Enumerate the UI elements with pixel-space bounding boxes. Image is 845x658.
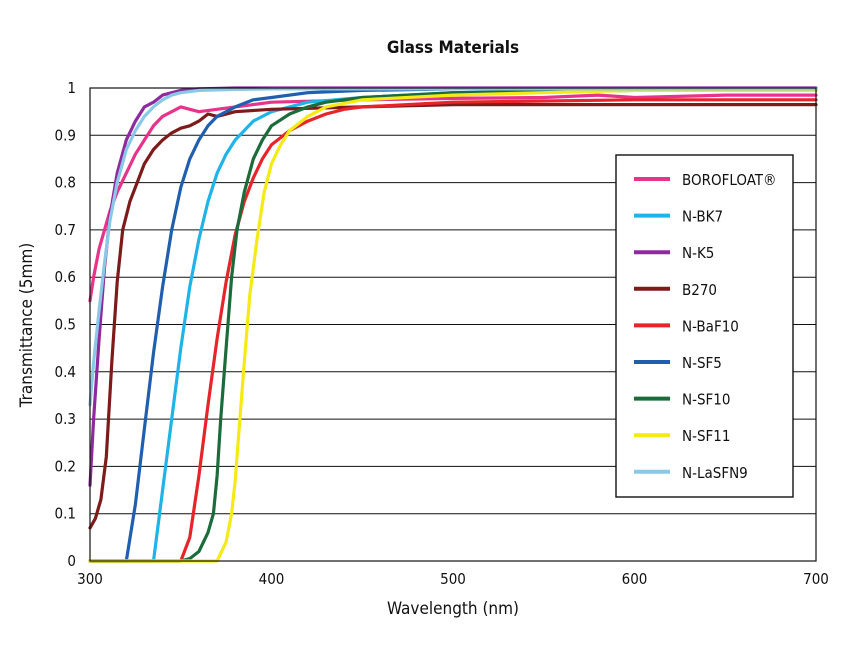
tick-labels: 0 0.1 0.2 0.3 0.4 0.5 0.6 0.7 0.8 0.9 1 300 400 500 60…	[55, 79, 829, 588]
y-tick-label: 1	[67, 79, 76, 97]
legend-label: N-SF10	[682, 391, 730, 409]
legend-label: N-SF11	[682, 427, 730, 445]
series-line-6	[88, 88, 818, 563]
legend-label: N-BK7	[682, 208, 723, 226]
x-tick-label: 300	[77, 570, 103, 588]
legend-label: BOROFLOAT®	[682, 171, 777, 189]
chart-title: Glass Materials	[387, 38, 519, 58]
legend-label: N-BaF10	[682, 317, 739, 335]
y-tick-label: 0.2	[55, 457, 76, 475]
legend: BOROFLOAT® N-BK7 N-K5 B270 N-BaF10 N-SF5 N-SF1…	[615, 154, 794, 498]
x-axis-title: Wavelength (nm)	[387, 599, 519, 619]
series-line-4	[88, 98, 818, 563]
plot-frame	[89, 87, 817, 562]
y-tick-label: 0.7	[55, 221, 76, 239]
legend-label: B270	[682, 281, 717, 299]
legend-label: N-SF5	[682, 354, 722, 372]
x-tick-label: 700	[803, 570, 829, 588]
y-tick-label: 0.3	[55, 410, 76, 428]
y-tick-label: 0.4	[55, 363, 76, 381]
y-tick-label: 0	[67, 552, 76, 570]
series-line-8	[88, 87, 818, 407]
legend-label: N-K5	[682, 244, 714, 262]
y-tick-label: 0.5	[55, 316, 76, 334]
y-tick-label: 0.8	[55, 174, 76, 192]
x-tick-label: 500	[440, 570, 466, 588]
series-line-3	[88, 102, 818, 530]
series-line-7	[88, 88, 818, 563]
y-axis-title: Transmittance (5mm)	[17, 243, 37, 409]
y-tick-label: 0.6	[55, 268, 76, 286]
series-line-5	[88, 87, 818, 563]
legend-label: N-LaSFN9	[682, 464, 748, 482]
x-tick-label: 400	[259, 570, 285, 588]
x-tick-label: 600	[622, 570, 648, 588]
y-tick-label: 0.1	[55, 505, 76, 523]
y-tick-label: 0.9	[55, 126, 76, 144]
